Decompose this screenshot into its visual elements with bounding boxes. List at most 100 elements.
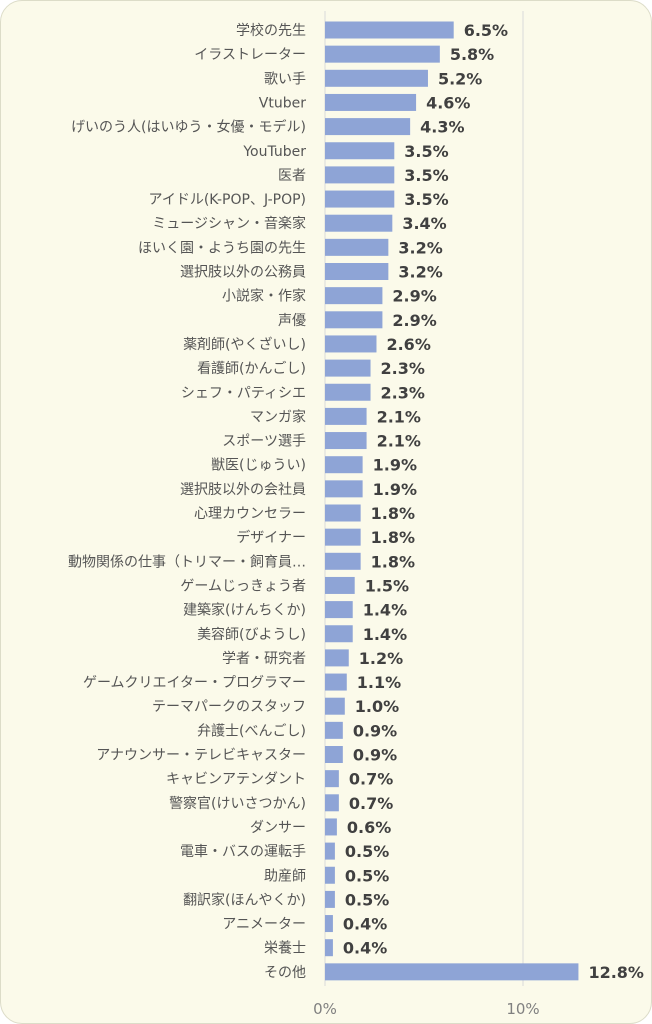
category-label: 学者・研究者 (222, 651, 306, 667)
bar (325, 746, 343, 763)
category-label: 動物関係の仕事（トリマー・飼育員… (68, 554, 306, 570)
bar (325, 456, 363, 474)
value-label: 0.7% (349, 794, 393, 813)
category-label: げいのう人(はいゆう・女優・モデル) (71, 119, 306, 136)
value-label: 2.1% (377, 432, 421, 451)
bar (325, 166, 395, 184)
bar (325, 576, 355, 594)
value-label: 1.8% (371, 504, 415, 523)
bar (325, 939, 333, 957)
value-label: 1.4% (363, 601, 407, 620)
category-label: マンガ家 (250, 408, 306, 425)
value-label: 4.3% (420, 118, 464, 137)
value-label: 1.5% (365, 576, 409, 595)
value-label: 5.8% (450, 45, 494, 64)
bar (325, 45, 440, 63)
bar (325, 721, 343, 739)
bar (325, 915, 333, 933)
bar (325, 407, 367, 425)
value-label: 0.5% (345, 866, 389, 885)
category-label: アナウンサー・テレビキャスター (96, 748, 306, 764)
category-label: 選択肢以外の公務員 (180, 265, 306, 281)
category-label: イラストレーター (194, 47, 306, 63)
value-labels: 6.5% 5.8% 5.2% 4.6% 4.3% 3.5% 3.5% 3.5% 3.4% 3.2%… (343, 21, 644, 982)
x-tick-label: 0% (313, 1000, 337, 1018)
bar (325, 21, 454, 39)
value-label: 3.5% (404, 142, 448, 161)
category-label: デザイナー (236, 529, 306, 546)
bar (325, 625, 353, 643)
category-label: ミュージシャン・音楽家 (152, 215, 306, 232)
category-label: テーマパークのスタッフ (152, 699, 306, 715)
bar (325, 359, 371, 377)
category-label: 学校の先生 (236, 22, 306, 39)
category-label: 栄養士 (264, 940, 306, 957)
value-label: 3.5% (404, 190, 448, 209)
category-label: キャビンアテンダント (166, 772, 306, 788)
category-label: その他 (264, 965, 306, 981)
value-label: 1.1% (357, 673, 401, 692)
value-label: 0.6% (347, 818, 391, 837)
value-label: 4.6% (426, 93, 470, 112)
category-label: 電車・バスの運転手 (180, 843, 306, 860)
bar (325, 963, 579, 981)
value-label: 2.1% (377, 407, 421, 426)
category-label: ほいく園・ようち園の先生 (138, 240, 306, 256)
value-label: 0.5% (345, 842, 389, 861)
category-label: 選択肢以外の会社員 (180, 482, 306, 498)
bar (325, 383, 371, 401)
category-label: 医者 (278, 168, 306, 184)
bar (325, 794, 339, 812)
value-label: 2.9% (392, 311, 436, 330)
category-label: 翻訳家(ほんやくか) (183, 891, 306, 908)
bar (325, 93, 417, 111)
category-label: ダンサー (250, 820, 306, 836)
bar (325, 432, 367, 450)
category-label: ゲームクリエイター・プログラマー (83, 675, 306, 691)
category-label: 美容師(びようし) (197, 626, 306, 643)
category-label: 看護師(かんごし) (197, 361, 306, 377)
bar (325, 697, 345, 715)
category-label: 心理カウンセラー (194, 506, 306, 522)
x-tick-label: 10% (506, 1000, 539, 1018)
bar (325, 601, 353, 619)
bar (325, 818, 337, 836)
value-label: 0.9% (353, 746, 397, 765)
bar (325, 649, 349, 667)
category-label: 声優 (278, 313, 306, 329)
value-label: 3.4% (402, 214, 446, 233)
category-label: ゲームじっきょう者 (180, 578, 306, 594)
category-label: 警察官(けいさつかん) (169, 795, 306, 812)
value-label: 1.2% (359, 649, 403, 668)
value-label: 0.7% (349, 770, 393, 789)
value-label: 0.4% (343, 915, 387, 934)
value-label: 5.2% (438, 69, 482, 88)
category-label: 建築家(けんちくか) (183, 602, 306, 619)
value-label: 2.6% (386, 335, 430, 354)
bar (325, 480, 363, 498)
value-label: 2.9% (392, 287, 436, 306)
value-label: 2.3% (381, 359, 425, 378)
value-label: 1.9% (373, 456, 417, 475)
bar (325, 287, 383, 305)
bar (325, 866, 335, 884)
value-label: 0.9% (353, 721, 397, 740)
value-label: 2.3% (381, 383, 425, 402)
value-label: 0.5% (345, 890, 389, 909)
bar (325, 311, 383, 329)
value-label: 1.8% (371, 552, 415, 571)
bar (325, 190, 395, 208)
value-label: 3.2% (398, 263, 442, 282)
x-axis-ticks: 0% 10% (313, 1000, 540, 1018)
bar (325, 214, 393, 232)
category-label: アイドル(K-POP、J-POP) (149, 192, 306, 208)
category-label: 獣医(じゅうい) (211, 458, 306, 474)
bar (325, 335, 377, 353)
value-label: 1.8% (371, 528, 415, 547)
category-label: 薬剤師(やくざいし) (183, 336, 306, 353)
value-label: 0.4% (343, 939, 387, 958)
bar (325, 842, 335, 860)
bar (325, 263, 389, 280)
